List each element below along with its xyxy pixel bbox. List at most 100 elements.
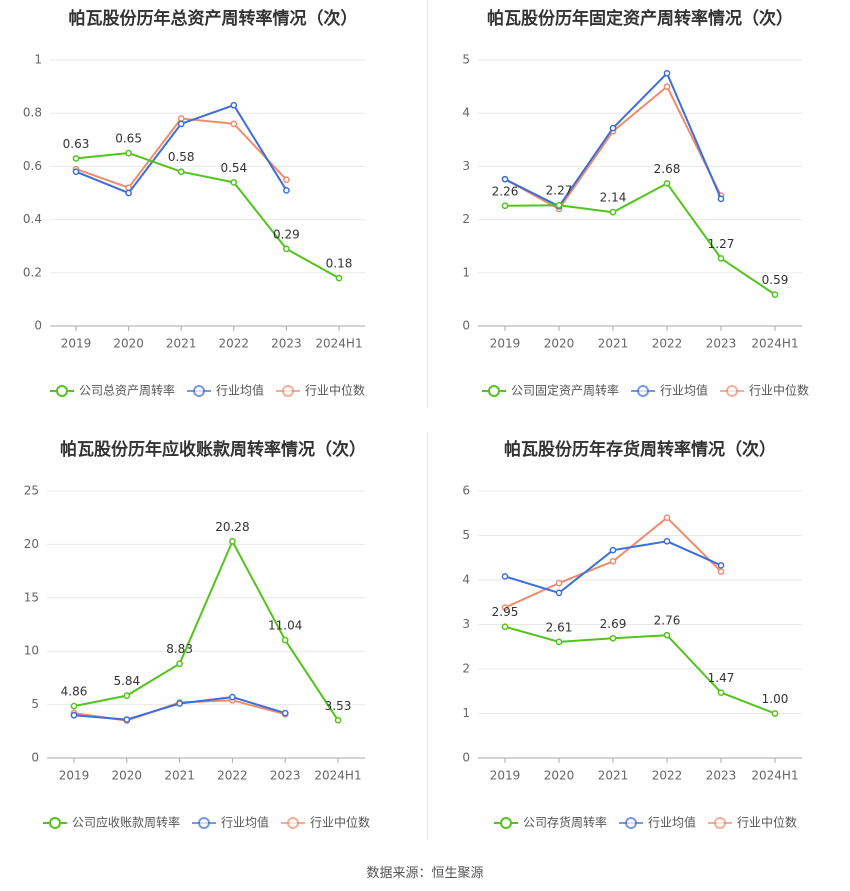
series-line-company bbox=[504, 625, 776, 715]
data-point-company bbox=[334, 716, 342, 724]
legend: 公司总资产周转率 行业均值 行业中位数 bbox=[50, 383, 365, 398]
y-tick-label: 0.6 bbox=[23, 159, 42, 173]
chart-panel: 帕瓦股份历年应收账款周转率情况（次） 0 5 10 15 20 25 2019 2020 2021… bbox=[24, 439, 370, 830]
x-tick-label: 2020 bbox=[112, 769, 143, 783]
data-point-industry-avg bbox=[176, 700, 183, 707]
data-label: 3.53 bbox=[325, 699, 352, 713]
x-tick-label: 2022 bbox=[219, 337, 250, 351]
y-tick-label: 0.4 bbox=[23, 212, 42, 226]
data-label: 0.63 bbox=[63, 137, 90, 151]
data-point-company bbox=[555, 201, 563, 209]
y-tick-label: 0.2 bbox=[23, 265, 42, 279]
y-tick-label: 3 bbox=[462, 617, 470, 631]
x-tick-label: 2022 bbox=[217, 769, 248, 783]
y-tick-label: 4 bbox=[462, 106, 470, 120]
legend-swatch-marker bbox=[726, 385, 738, 397]
legend-item: 公司固定资产周转率 bbox=[482, 383, 619, 398]
data-point-company bbox=[771, 710, 779, 717]
y-tick-label: 1 bbox=[462, 706, 470, 720]
legend-label: 行业中位数 bbox=[310, 815, 370, 830]
x-tick-label: 2023 bbox=[706, 337, 737, 351]
data-label: 2.76 bbox=[654, 614, 681, 628]
data-point-company bbox=[501, 202, 509, 210]
legend-swatch-marker bbox=[500, 817, 512, 829]
legend: 公司应收账款周转率 行业均值 行业中位数 bbox=[43, 815, 370, 830]
chart-title: 帕瓦股份历年固定资产周转率情况（次） bbox=[487, 8, 793, 29]
y-tick-label: 1 bbox=[34, 53, 42, 67]
data-label: 0.54 bbox=[220, 161, 247, 175]
legend-label: 行业中位数 bbox=[305, 383, 365, 398]
legend-item: 公司应收账款周转率 bbox=[43, 815, 180, 830]
series-line-industry-avg bbox=[504, 72, 722, 208]
y-tick-label: 0 bbox=[31, 751, 39, 765]
legend-label: 行业均值 bbox=[216, 383, 264, 398]
x-tick-label: 2019 bbox=[61, 337, 92, 351]
data-point-industry-median bbox=[501, 604, 509, 611]
legend-item: 行业中位数 bbox=[720, 383, 809, 398]
data-label: 5.84 bbox=[113, 674, 140, 688]
data-point-industry-avg bbox=[229, 693, 236, 701]
legend-label: 公司存货周转率 bbox=[523, 815, 607, 830]
data-point-company bbox=[771, 291, 779, 298]
data-label: 1.00 bbox=[762, 692, 789, 706]
x-tick-label: 2024H1 bbox=[314, 769, 361, 783]
data-point-industry-avg bbox=[177, 120, 185, 128]
legend: 公司固定资产周转率 行业均值 行业中位数 bbox=[482, 383, 809, 398]
x-tick-label: 2024H1 bbox=[751, 337, 798, 351]
data-point-company bbox=[123, 692, 131, 699]
data-point-industry-avg bbox=[125, 189, 132, 197]
legend: 公司存货周转率 行业均值 行业中位数 bbox=[494, 815, 797, 830]
chart-panel: 帕瓦股份历年存货周转率情况（次） 0 1 2 3 4 5 6 2019 2020 2021 2022 2… bbox=[462, 439, 802, 830]
data-label: 0.65 bbox=[115, 132, 142, 146]
data-point-industry-avg bbox=[72, 168, 80, 176]
x-tick-label: 2021 bbox=[164, 769, 195, 783]
y-tick-label: 4 bbox=[462, 573, 470, 587]
data-point-company bbox=[663, 631, 671, 639]
x-tick-label: 2019 bbox=[490, 337, 521, 351]
y-tick-label: 5 bbox=[462, 528, 470, 542]
data-point-company bbox=[281, 636, 289, 644]
legend-label: 行业均值 bbox=[648, 815, 696, 830]
y-tick-label: 2 bbox=[462, 212, 470, 226]
data-point-industry-avg bbox=[663, 69, 671, 77]
legend-swatch-marker bbox=[714, 817, 726, 829]
data-label: 0.18 bbox=[326, 257, 353, 271]
chart-panel: 帕瓦股份历年固定资产周转率情况（次） 0 1 2 3 4 5 2019 2020 2021 2022… bbox=[462, 8, 809, 398]
data-point-industry-median bbox=[283, 176, 290, 184]
legend-item: 行业均值 bbox=[619, 815, 696, 830]
legend-swatch-marker bbox=[282, 385, 294, 397]
data-label: 0.58 bbox=[168, 150, 195, 164]
x-tick-label: 2020 bbox=[113, 337, 144, 351]
data-point-industry-avg bbox=[501, 573, 509, 580]
data-label: 1.47 bbox=[708, 671, 735, 685]
legend-label: 公司固定资产周转率 bbox=[511, 383, 619, 398]
data-label: 2.95 bbox=[492, 605, 519, 619]
data-point-company bbox=[230, 179, 238, 186]
y-tick-label: 0 bbox=[34, 319, 42, 333]
data-point-industry-avg bbox=[281, 709, 289, 717]
data-point-company bbox=[663, 180, 671, 187]
data-point-company bbox=[125, 149, 132, 157]
y-tick-label: 1 bbox=[462, 265, 470, 279]
data-point-industry-median bbox=[663, 514, 671, 522]
series-line-company bbox=[75, 152, 340, 279]
legend-label: 行业中位数 bbox=[749, 383, 809, 398]
x-tick-label: 2021 bbox=[166, 337, 197, 351]
data-label: 11.04 bbox=[268, 619, 302, 633]
y-tick-label: 2 bbox=[462, 662, 470, 676]
data-point-company bbox=[609, 208, 617, 216]
legend-item: 行业均值 bbox=[631, 383, 708, 398]
y-tick-label: 20 bbox=[24, 537, 39, 551]
y-tick-label: 10 bbox=[24, 644, 39, 658]
y-tick-label: 25 bbox=[24, 484, 39, 498]
x-tick-label: 2021 bbox=[598, 769, 629, 783]
data-point-industry-avg bbox=[283, 186, 290, 194]
data-point-industry-avg bbox=[501, 175, 509, 183]
data-point-industry-avg bbox=[663, 537, 671, 545]
data-point-company bbox=[70, 702, 78, 710]
legend-swatch-marker bbox=[198, 817, 210, 829]
data-label: 1.27 bbox=[708, 237, 735, 251]
legend-item: 公司存货周转率 bbox=[494, 815, 607, 830]
series-line-company bbox=[504, 182, 776, 296]
x-tick-label: 2020 bbox=[544, 337, 575, 351]
